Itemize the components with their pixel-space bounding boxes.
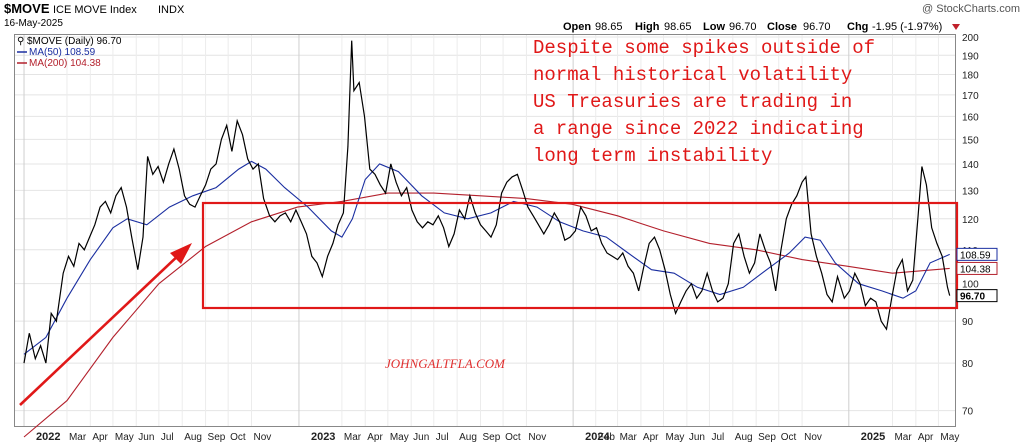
ma200-line (23, 192, 950, 438)
x-tick-label: Oct (230, 432, 246, 443)
y-tick-label: 180 (962, 70, 979, 81)
legend-price: $MOVE (Daily) 96.70 (27, 36, 122, 47)
legend-price-icon: ⚲ (17, 36, 24, 47)
x-tick-label: 2022 (36, 431, 60, 443)
x-tick-label: Apr (92, 432, 108, 443)
x-tick-label: Aug (184, 432, 202, 443)
annotation-line: Despite some spikes outside of (533, 37, 875, 59)
arrow-head-icon (170, 243, 192, 264)
ohlc-readout: Open 98.65 High 98.65 Low 96.70 Close 96… (563, 21, 960, 33)
x-tick-label: Jun (138, 432, 154, 443)
annotation-text: Despite some spikes outside of normal hi… (533, 37, 875, 167)
x-tick-label: May (940, 432, 959, 443)
high-label: High (635, 21, 660, 33)
y-tick-label: 150 (962, 135, 979, 146)
trend-arrow (19, 243, 192, 406)
x-tick-label: May (390, 432, 409, 443)
open-label: Open (563, 21, 591, 33)
last-value-tag: 96.70 (956, 289, 998, 303)
x-tick-label: 2025 (861, 431, 885, 443)
x-tick-label: Nov (254, 432, 272, 443)
x-tick-label: Apr (918, 432, 934, 443)
x-tick-label: Jul (161, 432, 174, 443)
last-value-text: 96.70 (960, 292, 985, 303)
last-value-tag: 108.59 (956, 247, 998, 261)
last-value-labels: 108.59 104.38 96.70 (956, 247, 998, 303)
y-tick-label: 170 (962, 91, 979, 102)
price-line (23, 40, 951, 364)
x-tick-label: Jun (689, 432, 705, 443)
annotation-line: normal historical volatility (533, 64, 852, 86)
y-tick-label: 200 (962, 33, 979, 44)
y-tick-label: 70 (962, 407, 974, 418)
high-value: 98.65 (664, 21, 692, 33)
watermark: JOHNGALTFLA.COM (385, 356, 506, 371)
x-tick-label: 2024 (585, 431, 610, 443)
close-label: Close (767, 21, 797, 33)
x-tick-label: Oct (781, 432, 797, 443)
x-tick-label: Oct (505, 432, 521, 443)
x-tick-label: Mar (620, 432, 638, 443)
x-tick-label: Mar (69, 432, 87, 443)
x-tick-label: May (115, 432, 134, 443)
x-tick-label: 2023 (311, 431, 335, 443)
x-tick-label: Jul (436, 432, 449, 443)
y-tick-label: 80 (962, 359, 974, 370)
x-tick-label: Mar (894, 432, 912, 443)
y-tick-label: 90 (962, 317, 974, 328)
source-credit: @ StockCharts.com (922, 3, 1020, 15)
legend-ma200: MA(200) 104.38 (29, 58, 101, 69)
exchange-label: INDX (158, 4, 185, 16)
low-value: 96.70 (729, 21, 757, 33)
y-tick-label: 190 (962, 51, 979, 62)
x-tick-label: Aug (459, 432, 477, 443)
ma50-line (23, 160, 950, 355)
y-tick-label: 100 (962, 280, 979, 291)
x-tick-label: Jul (711, 432, 724, 443)
x-tick-label: Sep (482, 432, 500, 443)
x-tick-label: Apr (643, 432, 659, 443)
close-value: 96.70 (803, 21, 831, 33)
x-tick-label: Sep (208, 432, 226, 443)
last-value-text: 108.59 (960, 250, 991, 261)
low-label: Low (703, 21, 725, 33)
x-tick-label: Feb (598, 432, 616, 443)
x-tick-label: Apr (367, 432, 383, 443)
y-tick-label: 140 (962, 160, 979, 171)
annotation-line: long term instability (533, 145, 772, 167)
annotation-line: US Treasuries are trading in (533, 91, 852, 113)
x-tick-label: Aug (735, 432, 753, 443)
chg-value: -1.95 (-1.97%) (872, 21, 942, 33)
x-axis: 2022 Mar Apr May Jun Jul Aug Sep Oct Nov 2023 Mar Ap… (36, 431, 959, 443)
last-value-tag: 104.38 (956, 261, 998, 275)
down-triangle-icon (952, 24, 960, 30)
chg-label: Chg (847, 21, 868, 33)
index-name: ICE MOVE Index (53, 4, 137, 16)
chart-date: 16-May-2025 (4, 18, 63, 29)
annotation-line: a range since 2022 indicating (533, 118, 864, 140)
x-tick-label: May (666, 432, 685, 443)
x-tick-label: Nov (528, 432, 546, 443)
legend: ⚲ $MOVE (Daily) 96.70 MA(50) 108.59 MA(2… (17, 36, 122, 69)
ticker-symbol: $MOVE (4, 1, 50, 16)
last-value-text: 104.38 (960, 264, 991, 275)
x-tick-label: Jun (413, 432, 429, 443)
x-tick-label: Mar (344, 432, 362, 443)
y-axis: 708090100110120130140150160170180190200 (962, 33, 979, 418)
open-value: 98.65 (595, 21, 623, 33)
y-tick-label: 120 (962, 215, 979, 226)
y-tick-label: 130 (962, 186, 979, 197)
legend-ma50: MA(50) 108.59 (29, 47, 96, 58)
x-tick-label: Nov (804, 432, 822, 443)
x-tick-label: Sep (758, 432, 776, 443)
y-tick-label: 160 (962, 112, 979, 123)
